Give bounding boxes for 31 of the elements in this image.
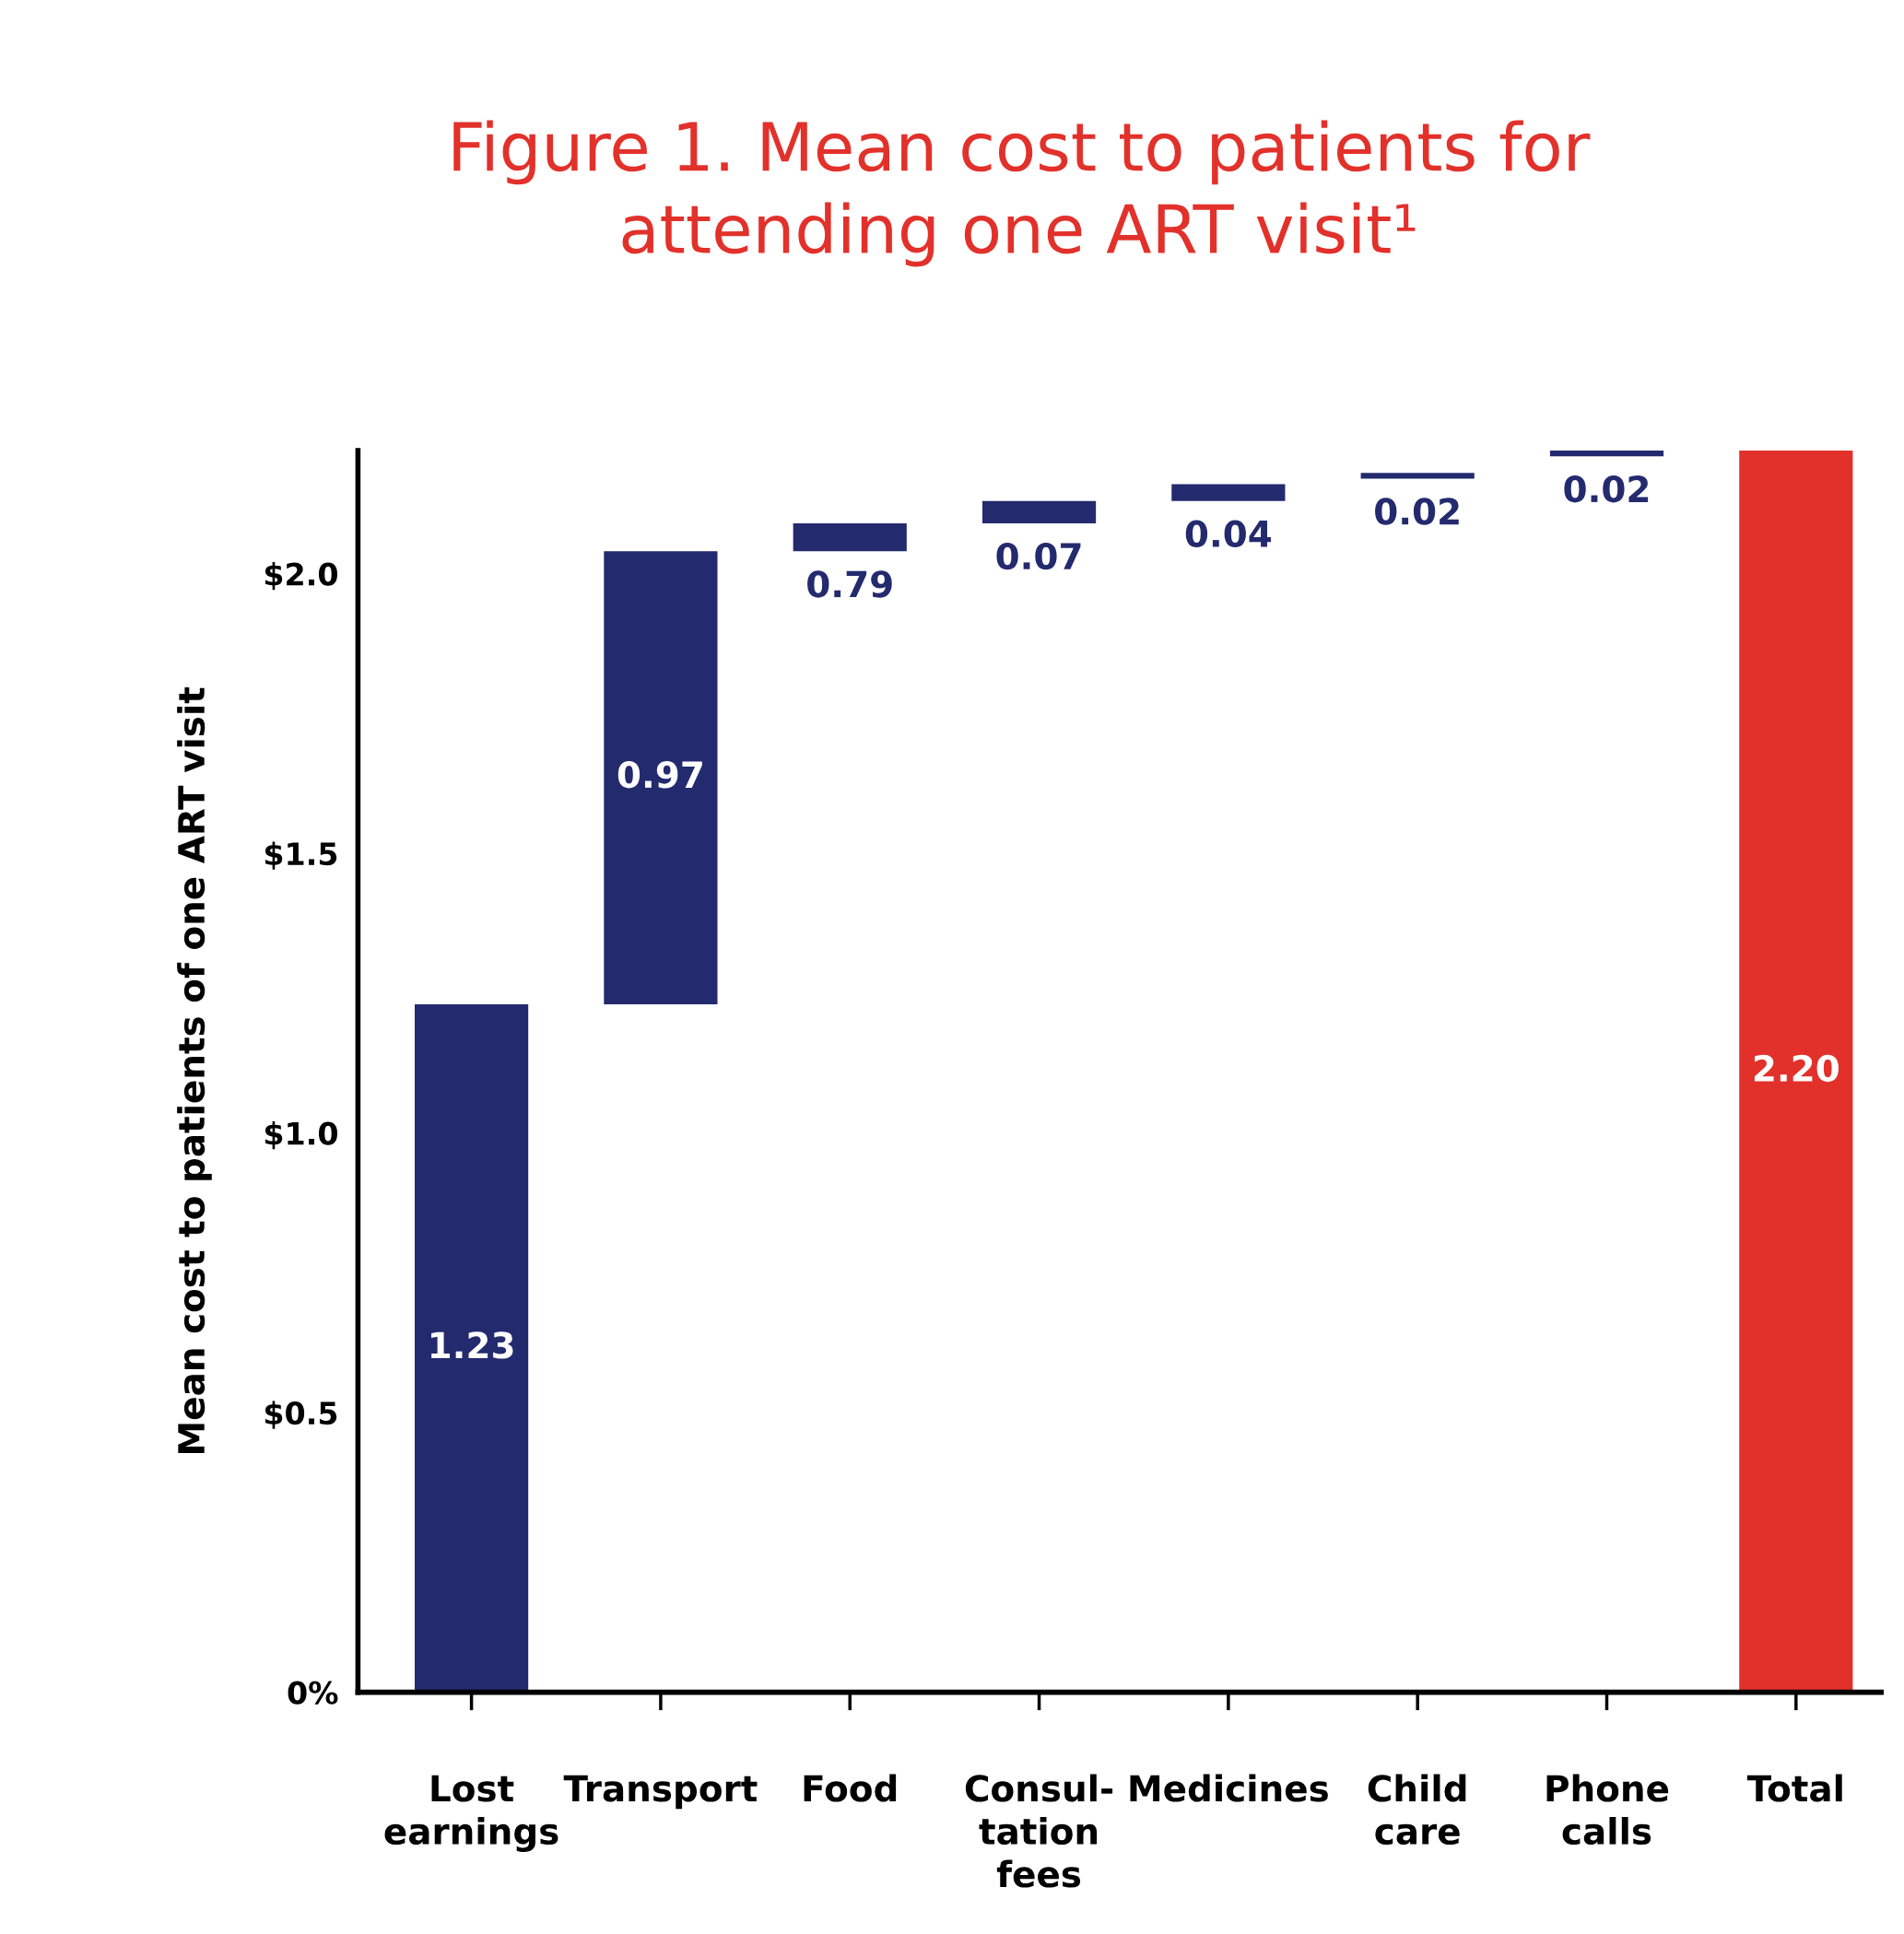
- bar: [1549, 451, 1664, 457]
- y-axis-title: Mean cost to patients of one ART visit: [177, 687, 212, 1453]
- x-tick-label: Transport: [563, 1775, 758, 1810]
- bar: [1360, 473, 1475, 479]
- y-tick-label: $1.0: [264, 1120, 337, 1150]
- annotation: 1.23: [431, 1331, 513, 1359]
- bar: [1739, 451, 1853, 1693]
- annotation: 0.07: [996, 542, 1081, 570]
- y-tick-label: $0.5: [264, 1401, 337, 1429]
- y-tick-label: $1.5: [264, 841, 337, 870]
- x-tick-label: Total: [1746, 1774, 1842, 1802]
- x-tick-label: Medicines: [1130, 1774, 1328, 1802]
- x-tick-label: Consul- tation fees: [965, 1774, 1113, 1888]
- bar: [1171, 484, 1286, 501]
- x-tick-label: Phone calls: [1546, 1774, 1669, 1846]
- annotation: 0.02: [1375, 498, 1459, 525]
- annotation: 2.20: [1754, 1054, 1839, 1083]
- annotation: 0.02: [1564, 475, 1649, 503]
- x-tick-label: Child care: [1368, 1774, 1466, 1846]
- x-tick-label: Food: [804, 1774, 897, 1802]
- bar: [981, 500, 1097, 523]
- annotation: 0.97: [617, 761, 702, 789]
- y-tick-label: $2.0: [264, 561, 337, 591]
- chart-title: Figure 1. Mean cost to patients for attending one ART visit¹: [453, 120, 1591, 267]
- y-tick-label: 0%: [288, 1681, 338, 1705]
- bar: [415, 1004, 529, 1693]
- bar: [604, 551, 718, 1005]
- x-tick-label: Lost earnings: [384, 1775, 558, 1852]
- bar: [793, 522, 907, 552]
- annotation: 0.04: [1185, 520, 1272, 548]
- annotation: 0.79: [807, 570, 892, 598]
